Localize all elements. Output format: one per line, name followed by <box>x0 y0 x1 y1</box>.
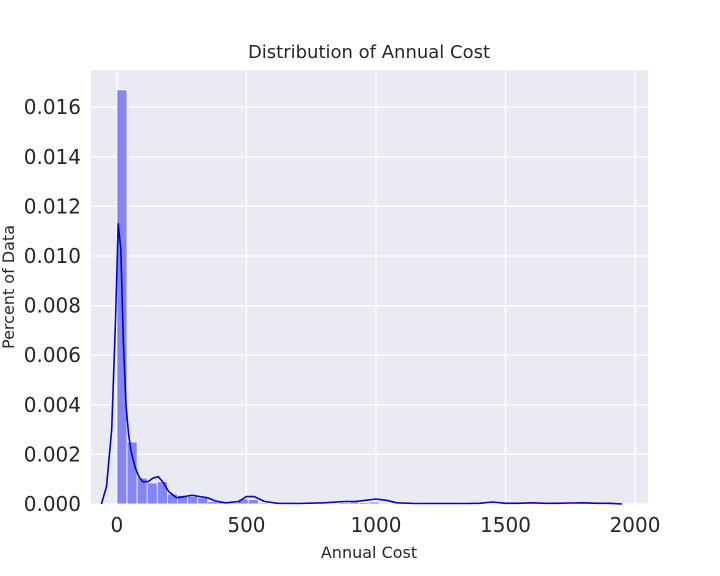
chart-title: Distribution of Annual Cost <box>248 42 490 63</box>
histogram-bar <box>197 497 209 505</box>
histogram-bar <box>146 482 158 505</box>
y-axis-title: Percent of Data <box>0 225 18 349</box>
y-tick-label: 0.006 <box>24 343 81 367</box>
y-tick-label: 0.008 <box>24 294 81 318</box>
histogram-bar <box>187 496 199 505</box>
plot-background <box>91 70 648 504</box>
y-tick-label: 0.002 <box>24 442 81 466</box>
histogram-bar <box>338 502 350 505</box>
y-tick-labels: 0.000 0.002 0.004 0.006 0.008 0.010 0.012 0.014… <box>24 95 81 516</box>
histogram-bar <box>369 501 381 505</box>
x-tick-label: 500 <box>227 513 265 537</box>
y-tick-label: 0.014 <box>24 145 81 169</box>
histogram-bar <box>156 481 168 505</box>
y-tick-label: 0.000 <box>24 492 81 516</box>
y-tick-label: 0.016 <box>24 95 81 119</box>
x-tick-label: 1000 <box>351 513 402 537</box>
histogram-bar <box>348 501 360 505</box>
kde-curve-group <box>100 223 623 505</box>
x-tick-label: 0 <box>111 513 124 537</box>
y-tick-label: 0.004 <box>24 393 81 417</box>
x-axis-title: Annual Cost <box>321 543 417 562</box>
kde-curve <box>100 223 623 505</box>
histogram-bar <box>257 502 269 505</box>
x-tick-label: 1500 <box>480 513 531 537</box>
histogram-bar <box>358 502 370 505</box>
x-tick-labels: 0 500 1000 1500 2000 <box>111 513 661 537</box>
histogram-bar <box>247 499 259 505</box>
y-tick-label: 0.010 <box>24 244 81 268</box>
histogram-bar <box>126 441 138 505</box>
histogram-bar <box>379 502 391 505</box>
y-tick-label: 0.012 <box>24 194 81 218</box>
x-tick-label: 2000 <box>610 513 661 537</box>
